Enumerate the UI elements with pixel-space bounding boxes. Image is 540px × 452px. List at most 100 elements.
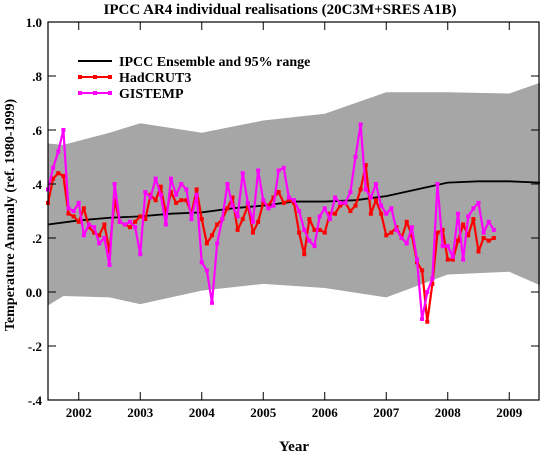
data-point-gistemp <box>445 244 450 249</box>
y-tick-label: .8 <box>32 69 42 84</box>
data-point-gistemp <box>389 206 394 211</box>
y-tick-label: .2 <box>32 231 42 246</box>
data-point-gistemp <box>240 171 245 176</box>
y-axis-label: Temperature Anomaly (ref. 1980-1999) <box>3 99 18 332</box>
data-point-gistemp <box>148 195 153 200</box>
data-point-hadcrut3 <box>409 233 414 238</box>
data-point-gistemp <box>363 187 368 192</box>
data-point-gistemp <box>204 268 209 273</box>
data-point-hadcrut3 <box>256 219 261 224</box>
data-point-hadcrut3 <box>322 230 327 235</box>
data-point-gistemp <box>271 203 276 208</box>
legend-marker <box>78 91 82 95</box>
plot-frame <box>47 21 540 401</box>
legend: IPCC Ensemble and 95% rangeHadCRUT3GISTE… <box>78 55 310 102</box>
data-point-hadcrut3 <box>153 198 158 203</box>
data-point-gistemp <box>394 227 399 232</box>
data-point-gistemp <box>312 244 317 249</box>
data-point-gistemp <box>399 236 404 240</box>
data-point-gistemp <box>122 222 127 227</box>
data-point-hadcrut3 <box>338 203 343 208</box>
data-point-hadcrut3 <box>333 211 338 216</box>
x-tick-label: 2003 <box>127 405 154 420</box>
data-point-gistemp <box>327 217 332 222</box>
series-layer <box>46 122 540 324</box>
legend-marker <box>78 75 82 79</box>
data-point-gistemp <box>97 241 102 246</box>
data-point-gistemp <box>379 203 384 208</box>
data-point-gistemp <box>491 227 496 232</box>
data-point-hadcrut3 <box>81 206 86 211</box>
data-point-gistemp <box>261 198 266 203</box>
data-point-hadcrut3 <box>184 198 189 203</box>
data-point-gistemp <box>81 233 86 238</box>
data-point-gistemp <box>66 206 71 211</box>
data-point-gistemp <box>266 206 271 211</box>
x-axis-label: Year <box>279 439 309 452</box>
data-point-gistemp <box>220 217 225 222</box>
confidence-band-layer <box>48 82 540 306</box>
data-point-hadcrut3 <box>450 257 455 262</box>
data-point-gistemp <box>138 252 143 257</box>
data-point-gistemp <box>430 276 435 281</box>
data-point-hadcrut3 <box>87 225 92 230</box>
data-point-gistemp <box>117 219 122 224</box>
data-point-hadcrut3 <box>317 227 322 232</box>
x-tick-label: 2004 <box>189 405 216 420</box>
data-point-gistemp <box>333 195 338 200</box>
data-point-hadcrut3 <box>471 217 476 222</box>
data-point-gistemp <box>184 187 189 192</box>
data-point-gistemp <box>179 182 184 186</box>
legend-entry-hadcrut3: HadCRUT3 <box>78 71 191 86</box>
legend-marker <box>108 91 112 95</box>
data-point-gistemp <box>461 257 466 262</box>
data-point-hadcrut3 <box>312 227 317 232</box>
data-point-hadcrut3 <box>348 209 353 213</box>
data-point-gistemp <box>61 128 66 132</box>
data-point-hadcrut3 <box>102 222 107 227</box>
data-point-hadcrut3 <box>373 198 378 203</box>
data-point-gistemp <box>92 225 97 230</box>
data-point-hadcrut3 <box>389 230 394 235</box>
y-tick-label: -.4 <box>28 393 43 408</box>
data-point-gistemp <box>404 241 409 246</box>
x-tick-label: 2009 <box>496 405 523 420</box>
data-point-gistemp <box>297 209 302 213</box>
legend-marker <box>93 91 97 95</box>
data-point-hadcrut3 <box>481 236 486 240</box>
data-point-hadcrut3 <box>404 219 409 224</box>
legend-label: GISTEMP <box>119 87 184 102</box>
data-point-hadcrut3 <box>327 211 332 216</box>
data-point-gistemp <box>71 209 76 213</box>
data-point-gistemp <box>286 195 291 200</box>
data-point-hadcrut3 <box>158 184 163 189</box>
data-point-gistemp <box>486 219 491 224</box>
y-tick-label: -.2 <box>28 339 42 354</box>
data-point-hadcrut3 <box>56 171 61 176</box>
data-point-gistemp <box>112 182 117 186</box>
chart-title: IPCC AR4 individual realisations (20C3M+… <box>104 2 457 18</box>
data-point-hadcrut3 <box>163 211 168 216</box>
data-point-gistemp <box>87 222 92 227</box>
y-tick-label: .4 <box>32 177 42 192</box>
data-point-hadcrut3 <box>379 211 384 216</box>
data-point-gistemp <box>456 211 461 216</box>
data-point-hadcrut3 <box>302 252 307 257</box>
data-point-gistemp <box>440 244 445 249</box>
data-point-hadcrut3 <box>240 217 245 222</box>
data-point-gistemp <box>51 165 56 170</box>
data-point-gistemp <box>292 198 296 203</box>
data-point-hadcrut3 <box>127 225 132 230</box>
data-point-hadcrut3 <box>51 176 56 181</box>
data-point-gistemp <box>107 263 112 267</box>
data-point-gistemp <box>368 195 373 200</box>
data-point-hadcrut3 <box>179 198 184 203</box>
data-point-hadcrut3 <box>266 203 271 208</box>
data-point-gistemp <box>384 211 389 216</box>
data-point-gistemp <box>435 182 440 186</box>
data-point-hadcrut3 <box>92 230 97 235</box>
data-point-gistemp <box>250 219 255 224</box>
data-point-hadcrut3 <box>430 281 435 286</box>
data-point-hadcrut3 <box>271 195 276 200</box>
